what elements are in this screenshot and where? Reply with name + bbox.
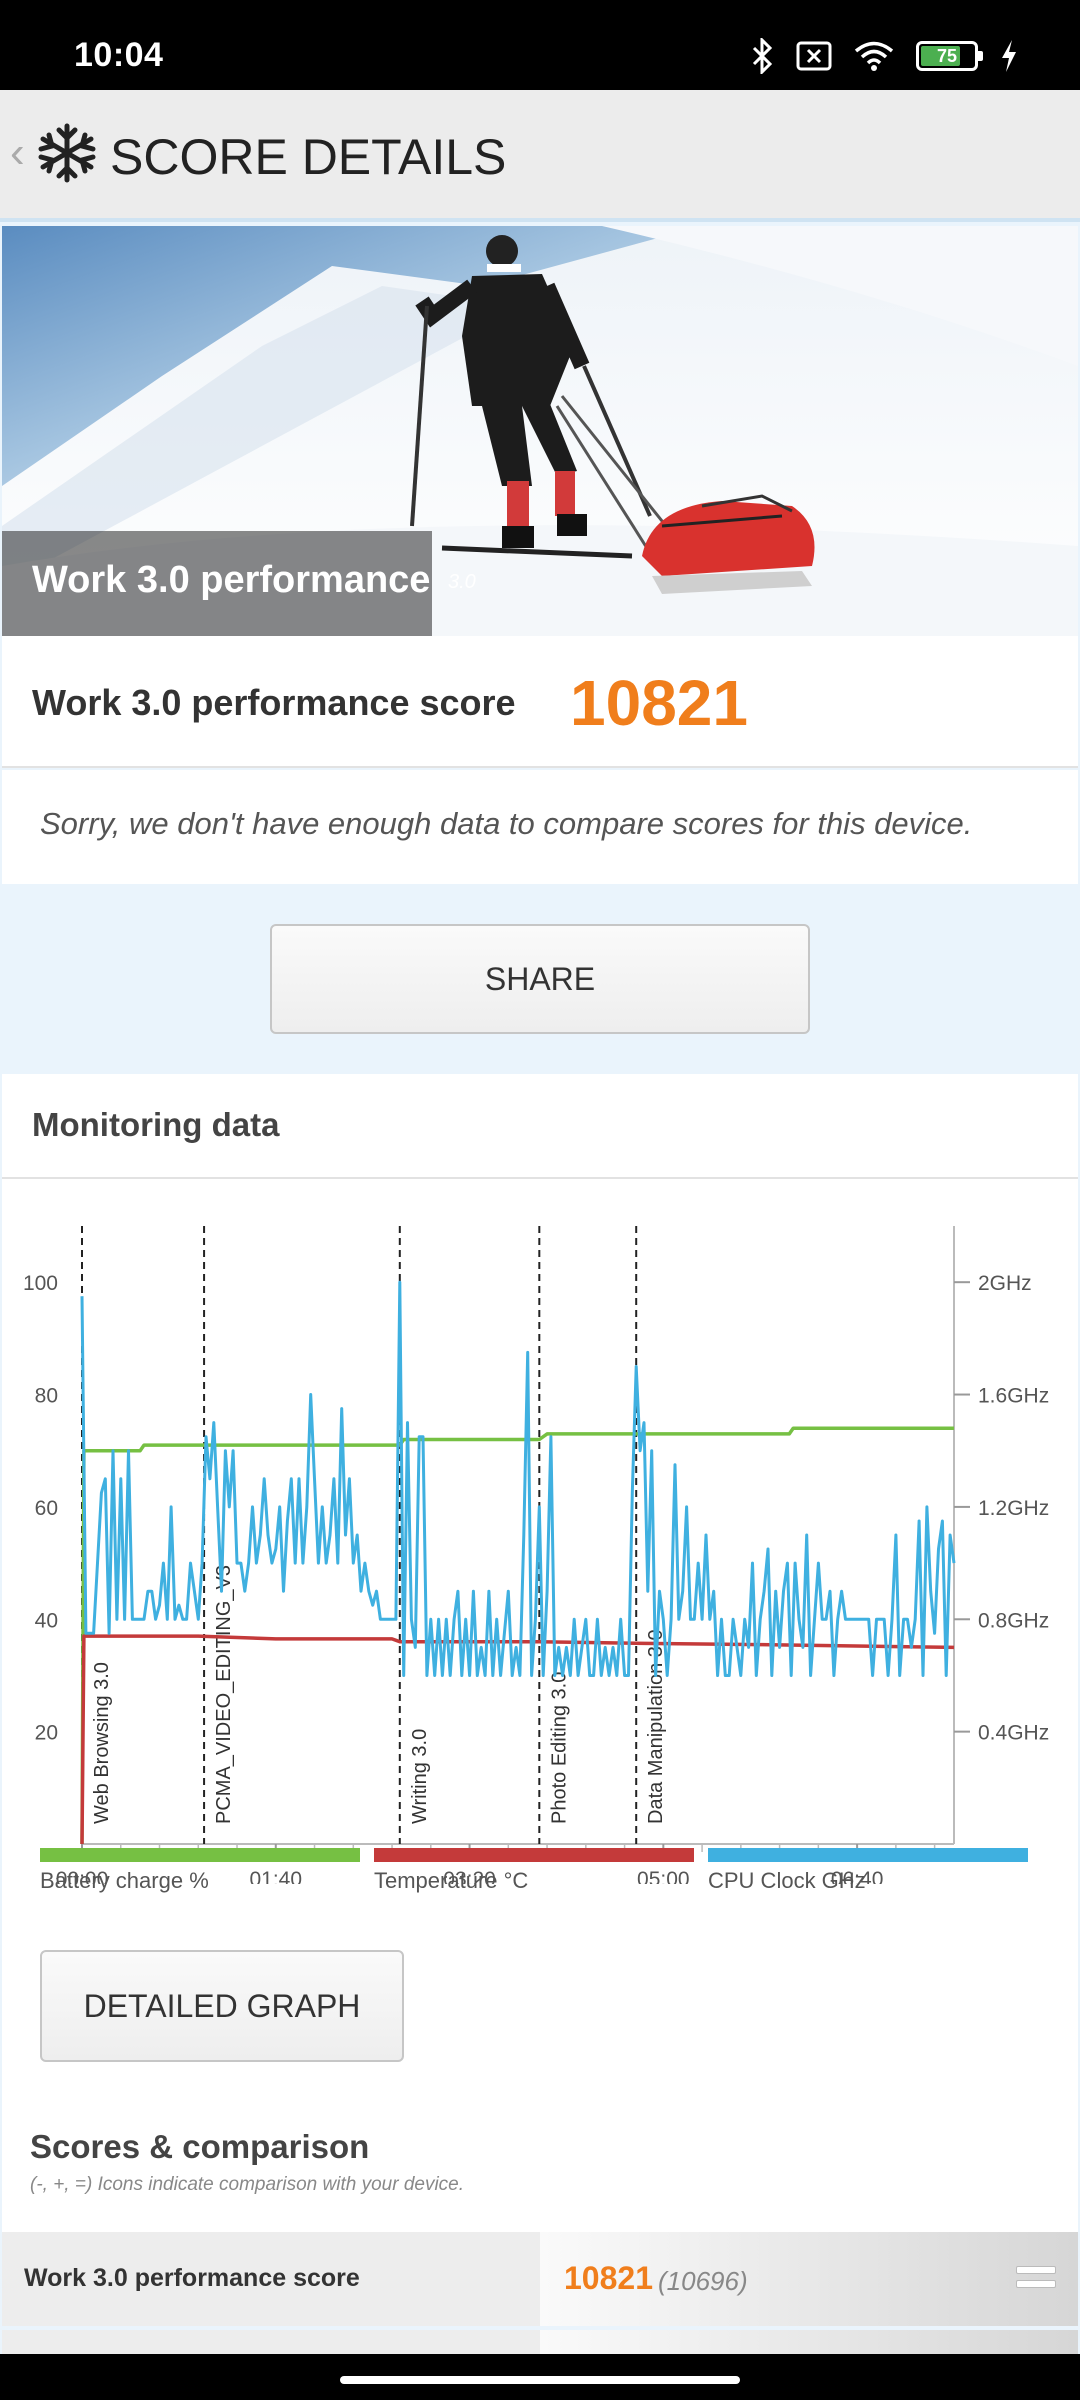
x-tick-label: 00:00	[56, 1868, 109, 1884]
battery-indicator: 75	[916, 41, 983, 71]
battery-fill	[921, 46, 960, 66]
right-tick-label: 2GHz	[978, 1272, 1032, 1295]
no-sim-icon	[796, 41, 832, 71]
navigation-bar	[0, 2354, 1080, 2400]
app-header: ‹ SCORE DETAILS	[0, 90, 1080, 222]
notice-card: Sorry, we don't have enough data to comp…	[2, 770, 1078, 884]
wifi-icon	[854, 41, 894, 71]
left-tick-label: 100	[23, 1272, 58, 1295]
score-value: 10821	[570, 667, 748, 739]
left-tick-label: 40	[35, 1609, 58, 1632]
series-line	[80, 1280, 956, 1677]
scores-title: Scores & comparison	[30, 2128, 370, 2165]
left-tick-label: 20	[35, 1722, 58, 1745]
score-label: Work 3.0 performance score	[32, 682, 516, 723]
row-comparison: (10696)	[658, 2266, 748, 2296]
hero-caption-band	[2, 531, 432, 636]
series-line	[80, 1426, 954, 1845]
legend-battery-swatch	[40, 1848, 360, 1862]
table-row[interactable]	[2, 2330, 1078, 2354]
score-card: Work 3.0 performance score 10821	[2, 636, 1078, 768]
x-tick-label: 05:00	[637, 1868, 690, 1884]
scores-subtitle: (-, +, =) Icons indicate comparison with…	[30, 2174, 465, 2195]
legend-cpu: CPU Clock GHz	[708, 1848, 1028, 1908]
divider	[2, 1177, 1078, 1179]
test-marker-label: Web Browsing 3.0	[91, 1662, 113, 1824]
battery-percent: 75	[936, 45, 958, 66]
status-icons: 75	[750, 36, 1018, 76]
notice-text: Sorry, we don't have enough data to comp…	[40, 806, 973, 841]
back-chevron-icon[interactable]: ‹	[10, 128, 25, 177]
left-tick-label: 80	[35, 1385, 58, 1408]
snowflake-logo-icon	[38, 123, 96, 183]
bluetooth-icon	[752, 38, 773, 74]
x-tick-label: 01:40	[249, 1868, 302, 1884]
left-tick-label: 60	[35, 1497, 58, 1520]
legend-battery-label: Battery charge %	[40, 1868, 209, 1893]
equal-icon	[1016, 2266, 1056, 2292]
right-tick-label: 1.2GHz	[978, 1497, 1049, 1520]
page-title: SCORE DETAILS	[110, 129, 507, 185]
test-marker-label: Data Manipulation 3.0	[645, 1629, 667, 1824]
share-button[interactable]: SHARE	[270, 924, 810, 1034]
status-bar: 10:04 75	[0, 0, 1080, 90]
status-time: 10:04	[74, 36, 164, 74]
hero-image: Work 3.0 performance 3.0	[2, 226, 1078, 636]
legend-temperature-label: Temperature °C	[374, 1868, 529, 1893]
test-marker-label: Photo Editing 3.0	[548, 1672, 570, 1824]
hero-caption: Work 3.0 performance	[32, 559, 431, 601]
right-tick-label: 1.6GHz	[978, 1385, 1049, 1408]
right-tick-label: 0.8GHz	[978, 1609, 1049, 1632]
x-tick-label: 06:40	[831, 1868, 884, 1884]
series-line	[80, 1634, 955, 1845]
table-row[interactable]: Work 3.0 performance score 10821 (10696)	[2, 2232, 1078, 2326]
charging-icon	[1002, 40, 1016, 72]
monitoring-chart[interactable]: 100 80 60 40 20 2GHz 1.6GHz 1.2GHz 0.8GHz 0.4GHz 0…	[2, 1204, 1078, 1884]
detailed-graph-button[interactable]: DETAILED GRAPH	[40, 1950, 404, 2062]
legend-cpu-label: CPU Clock GHz	[708, 1868, 866, 1893]
legend-cpu-swatch	[708, 1848, 1028, 1862]
right-tick-label: 0.4GHz	[978, 1722, 1049, 1745]
home-handle[interactable]	[340, 2376, 740, 2384]
row-score: 10821	[564, 2260, 653, 2296]
test-marker-label: Writing 3.0	[409, 1729, 431, 1824]
row-score-cell: 10821 (10696)	[540, 2232, 1078, 2326]
row-label: Work 3.0 performance score	[24, 2264, 360, 2292]
test-marker-label: PCMA_VIDEO_EDITING_V3	[213, 1565, 235, 1824]
legend-battery: Battery charge %	[40, 1848, 360, 1908]
legend-temperature-swatch	[374, 1848, 694, 1862]
hero-version: 3.0	[448, 571, 476, 593]
x-tick-label: 03:20	[443, 1868, 496, 1884]
legend-temperature: Temperature °C	[374, 1848, 694, 1908]
monitoring-title: Monitoring data	[32, 1106, 280, 1143]
